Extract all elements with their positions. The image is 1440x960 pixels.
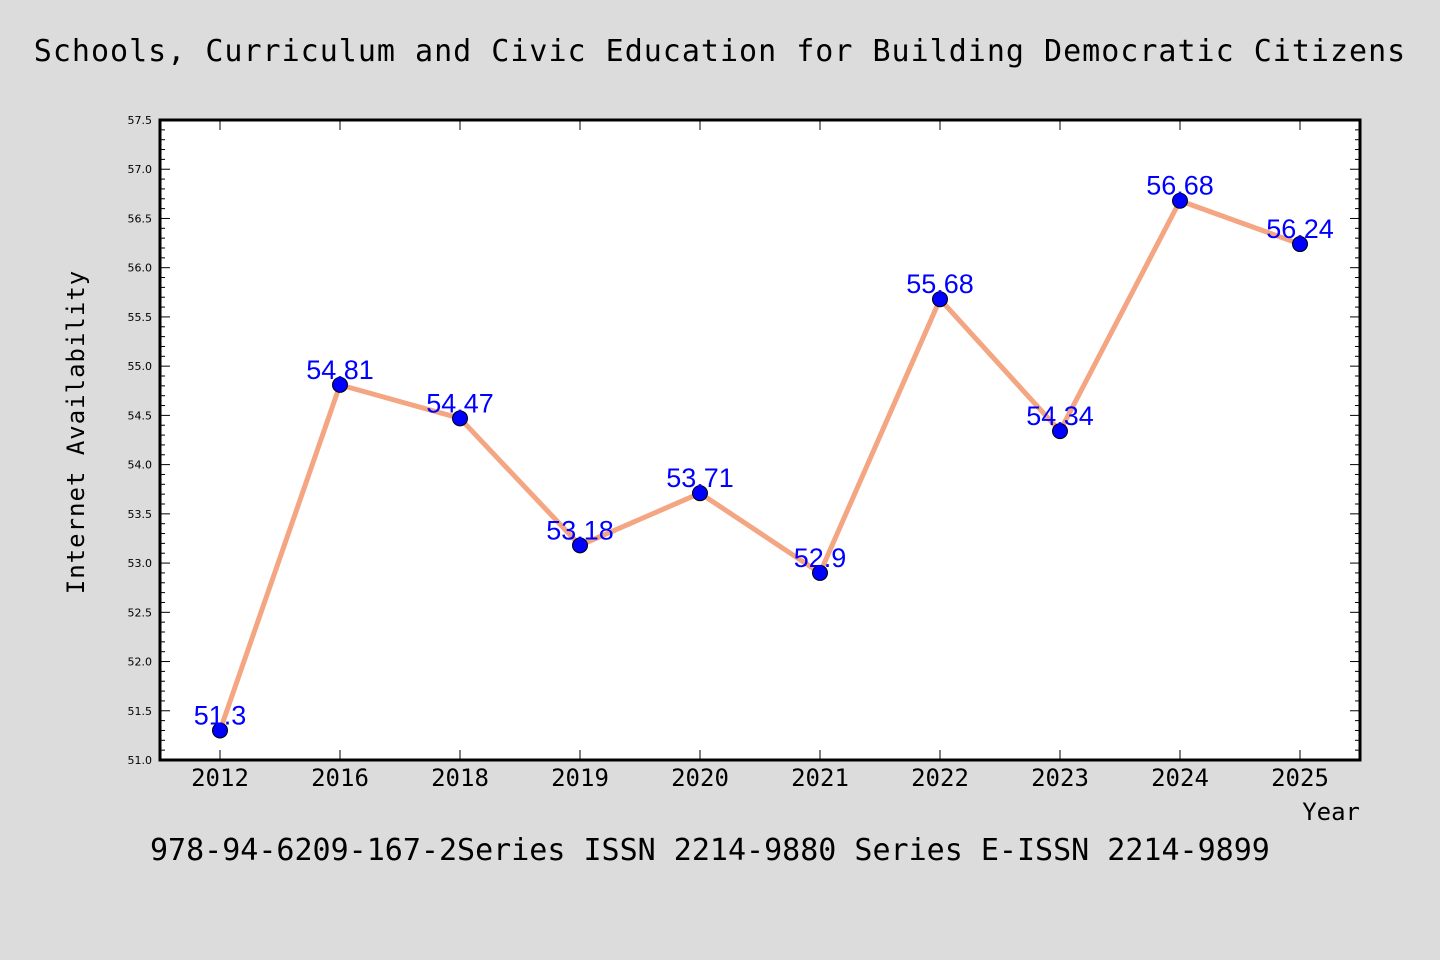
data-point [1292,236,1308,253]
plot-area [160,120,1360,760]
series-layer: 51.3 54.81 54.47 53.18 53.71 52.9 55.68 54.34 56… [194,171,1334,739]
data-point [572,537,588,554]
x-tick-label: 2025 [1271,764,1329,792]
x-tick-label: 2016 [311,764,369,792]
x-tick-label: 2024 [1151,764,1209,792]
y-tick-label: 53.5 [128,508,153,521]
data-point [1052,423,1068,440]
y-tick-label: 52.0 [128,656,153,669]
data-point [932,291,948,308]
data-point [452,410,468,427]
x-tick-label: 2018 [431,764,489,792]
y-tick-label: 52.5 [128,606,153,619]
x-tick-label: 2021 [791,764,849,792]
data-label: 56.68 [1146,171,1214,201]
x-tick-label: 2022 [911,764,969,792]
data-point [212,722,228,739]
data-point [332,376,348,393]
data-label: 54.81 [306,355,374,385]
data-label: 53.18 [546,515,614,545]
x-axis: 2012 2016 2018 2019 2020 2021 2022 2023 2024 2025 [191,120,1329,792]
y-tick-label: 54.0 [128,459,153,472]
y-tick-label: 54.5 [128,409,153,422]
y-tick-label: 55.5 [128,311,153,324]
plot-frame [158,118,1362,762]
data-label: 54.47 [426,388,494,418]
y-tick-label: 53.0 [128,557,153,570]
y-tick-label: 57.0 [128,163,153,176]
data-label: 55.68 [906,269,974,299]
data-point [812,564,828,581]
x-tick-label: 2012 [191,764,249,792]
y-tick-label: 55.0 [128,360,153,373]
y-axis: 51.0 51.5 52.0 52.5 53.0 53.5 54.0 54.5 55.0 55.5… [128,114,1360,767]
data-point [1172,192,1188,209]
x-tick-label: 2023 [1031,764,1089,792]
data-label: 56.24 [1266,214,1334,244]
series-line [217,198,1303,733]
x-tick-label: 2020 [671,764,729,792]
data-point [692,485,708,502]
chart-title: Schools, Curriculum and Civic Education … [33,34,1407,69]
x-axis-label: Year [1302,798,1360,826]
data-label: 54.34 [1026,401,1094,431]
y-tick-label: 51.0 [128,754,153,767]
y-tick-label: 57.5 [128,114,153,127]
data-label: 52.9 [794,543,847,573]
data-label: 51.3 [194,700,247,730]
x-tick-label: 2019 [551,764,609,792]
y-tick-label: 51.5 [128,705,153,718]
y-axis-label: Internet Availability [62,270,90,594]
footer-text: 978-94-6209-167-2Series ISSN 2214-9880 S… [150,833,1270,868]
data-label: 53.71 [666,463,734,493]
y-tick-label: 56.0 [128,262,153,275]
y-tick-label: 56.5 [128,212,153,225]
